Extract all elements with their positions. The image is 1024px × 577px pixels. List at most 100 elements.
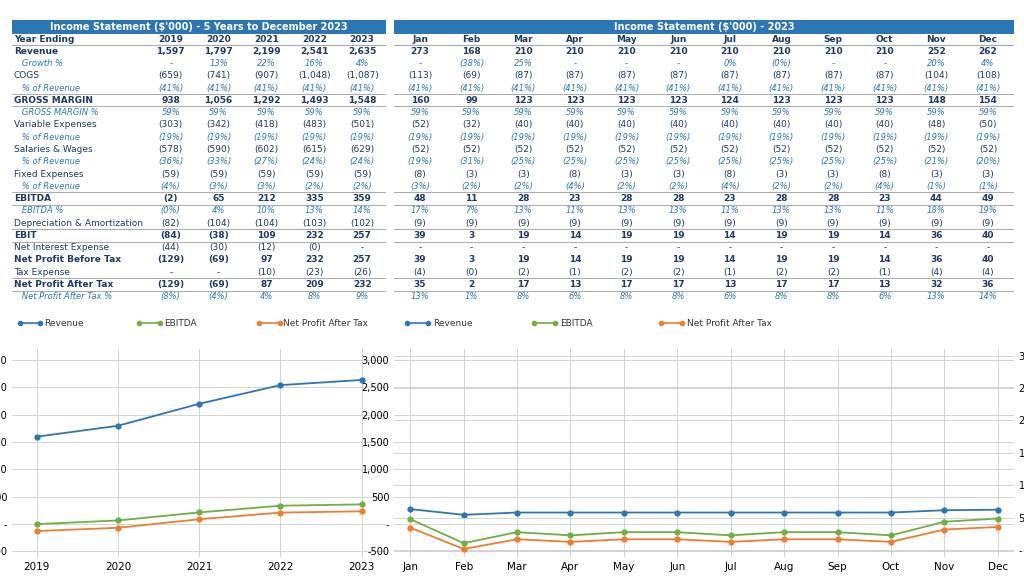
Text: 36: 36 xyxy=(982,280,994,289)
Text: -: - xyxy=(780,243,783,252)
Text: (2%): (2%) xyxy=(462,182,481,191)
Text: (40): (40) xyxy=(514,121,532,129)
Text: 59%: 59% xyxy=(257,108,275,117)
Text: (2%): (2%) xyxy=(352,182,372,191)
Text: (30): (30) xyxy=(209,243,228,252)
Text: 123: 123 xyxy=(514,96,532,105)
Text: 40: 40 xyxy=(982,256,994,264)
Text: (108): (108) xyxy=(976,72,1000,80)
Text: 1%: 1% xyxy=(465,293,478,301)
Text: (4%): (4%) xyxy=(209,293,228,301)
Text: (25%): (25%) xyxy=(614,157,639,166)
Text: (104): (104) xyxy=(254,219,279,227)
Text: (87): (87) xyxy=(824,72,843,80)
Text: (1%): (1%) xyxy=(978,182,997,191)
Text: (9): (9) xyxy=(879,219,891,227)
Text: (19%): (19%) xyxy=(302,133,327,142)
Text: (1,048): (1,048) xyxy=(298,72,331,80)
Text: (103): (103) xyxy=(302,219,327,227)
Text: 32: 32 xyxy=(930,280,942,289)
Text: 14: 14 xyxy=(724,256,736,264)
Text: 65: 65 xyxy=(212,194,225,203)
Text: 59%: 59% xyxy=(669,108,687,117)
Text: 1,548: 1,548 xyxy=(348,96,377,105)
Text: 1,597: 1,597 xyxy=(157,47,185,56)
Text: 2023: 2023 xyxy=(349,35,375,44)
Text: 210: 210 xyxy=(617,47,636,56)
Text: 28: 28 xyxy=(517,194,529,203)
Text: (59): (59) xyxy=(353,170,372,178)
Text: 0%: 0% xyxy=(723,59,736,68)
Text: (9): (9) xyxy=(517,219,529,227)
Text: (9): (9) xyxy=(723,219,736,227)
Text: -: - xyxy=(169,59,172,68)
Text: 6%: 6% xyxy=(723,293,736,301)
Text: 212: 212 xyxy=(257,194,275,203)
Text: 19: 19 xyxy=(621,231,633,240)
Bar xyxy=(12,34,386,45)
Text: (2%): (2%) xyxy=(823,182,843,191)
Text: 252: 252 xyxy=(927,47,946,56)
Text: -: - xyxy=(217,268,220,277)
Text: -: - xyxy=(573,243,577,252)
Text: (19%): (19%) xyxy=(717,133,742,142)
Text: 59%: 59% xyxy=(979,108,997,117)
Text: Revenue: Revenue xyxy=(13,47,58,56)
Text: (4%): (4%) xyxy=(874,182,895,191)
Text: (907): (907) xyxy=(254,72,279,80)
Text: (41%): (41%) xyxy=(511,84,536,92)
Text: (303): (303) xyxy=(159,121,183,129)
Text: 123: 123 xyxy=(876,96,894,105)
Text: 209: 209 xyxy=(305,280,324,289)
Text: (9): (9) xyxy=(775,219,787,227)
Text: 11%: 11% xyxy=(565,207,585,215)
Text: (8): (8) xyxy=(414,170,426,178)
Text: (41%): (41%) xyxy=(408,84,433,92)
Text: (4): (4) xyxy=(414,268,426,277)
Text: (501): (501) xyxy=(350,121,374,129)
Text: (38%): (38%) xyxy=(459,59,484,68)
Text: 19: 19 xyxy=(826,231,840,240)
Text: (31%): (31%) xyxy=(459,157,484,166)
Text: 4%: 4% xyxy=(212,207,225,215)
Text: (2): (2) xyxy=(164,194,178,203)
Text: (3): (3) xyxy=(517,170,529,178)
Text: (3): (3) xyxy=(826,170,840,178)
Text: (41%): (41%) xyxy=(769,84,794,92)
Text: (40): (40) xyxy=(669,121,687,129)
Text: (19%): (19%) xyxy=(820,133,846,142)
Text: 19: 19 xyxy=(775,256,787,264)
Text: 59%: 59% xyxy=(721,108,739,117)
Text: (2%): (2%) xyxy=(513,182,534,191)
Text: GROSS MARGIN %: GROSS MARGIN % xyxy=(13,108,98,117)
Text: 59%: 59% xyxy=(772,108,791,117)
Text: Income Statement ($'000) - 2023: Income Statement ($'000) - 2023 xyxy=(613,22,795,32)
Text: (2): (2) xyxy=(826,268,840,277)
Text: (41%): (41%) xyxy=(717,84,742,92)
Text: Depreciation & Amortization: Depreciation & Amortization xyxy=(13,219,142,227)
Text: (4%): (4%) xyxy=(161,182,180,191)
Text: 2020: 2020 xyxy=(206,35,231,44)
Text: (59): (59) xyxy=(305,170,324,178)
Text: 59%: 59% xyxy=(305,108,324,117)
Text: EBITDA: EBITDA xyxy=(164,319,197,328)
Text: (59): (59) xyxy=(257,170,275,178)
Text: 59%: 59% xyxy=(209,108,228,117)
Text: Net Profit Before Tax: Net Profit Before Tax xyxy=(13,256,121,264)
Text: 13%: 13% xyxy=(927,293,946,301)
Text: 13%: 13% xyxy=(772,207,791,215)
Text: (52): (52) xyxy=(979,145,997,154)
Text: -: - xyxy=(360,243,364,252)
Text: (1,087): (1,087) xyxy=(346,72,379,80)
Text: (40): (40) xyxy=(617,121,636,129)
Text: (40): (40) xyxy=(721,121,739,129)
Text: (9): (9) xyxy=(465,219,478,227)
Text: (25%): (25%) xyxy=(717,157,742,166)
Text: (9): (9) xyxy=(568,219,582,227)
Text: (4): (4) xyxy=(982,268,994,277)
Text: (9): (9) xyxy=(621,219,633,227)
Text: (342): (342) xyxy=(207,121,230,129)
Text: % of Revenue: % of Revenue xyxy=(13,84,80,92)
Text: Year Ending: Year Ending xyxy=(13,35,74,44)
Text: 23: 23 xyxy=(568,194,582,203)
